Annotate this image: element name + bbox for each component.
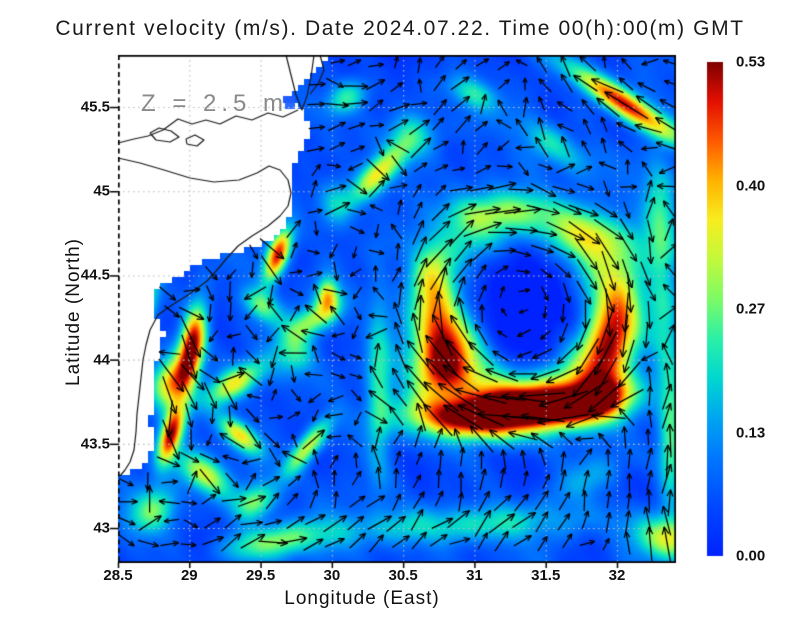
- x-tick-label: 31: [466, 567, 483, 584]
- x-tick-label: 30: [323, 567, 341, 584]
- x-tick-label: 29: [180, 567, 198, 584]
- colorbar-tick-label: 0.53: [736, 53, 766, 71]
- y-tick-label: 44: [93, 351, 110, 369]
- colorbar-tick-label: 0.13: [736, 424, 766, 441]
- y-tick-label: 45.5: [80, 98, 110, 116]
- x-tick-label: 29.5: [245, 567, 276, 584]
- colorbar-tick-label: 0.00: [736, 547, 766, 565]
- y-tick-label: 43: [93, 519, 110, 537]
- x-axis-title: Longitude (East): [284, 588, 440, 609]
- chart-title: Current velocity (m/s). Date 2024.07.22.…: [55, 17, 745, 40]
- x-tick-label: 28.5: [103, 567, 133, 584]
- x-tick-label: 32: [608, 567, 626, 584]
- depth-annotation: Z = 2.5 m: [141, 90, 289, 117]
- y-tick-label: 44.5: [80, 266, 110, 284]
- x-tick-label: 31.5: [531, 567, 561, 584]
- y-tick-label: 43.5: [80, 435, 110, 453]
- y-tick-label: 45: [93, 182, 110, 200]
- x-tick-label: 30.5: [388, 567, 418, 584]
- colorbar-tick-label: 0.40: [736, 177, 766, 194]
- colorbar-tick-label: 0.27: [736, 300, 766, 318]
